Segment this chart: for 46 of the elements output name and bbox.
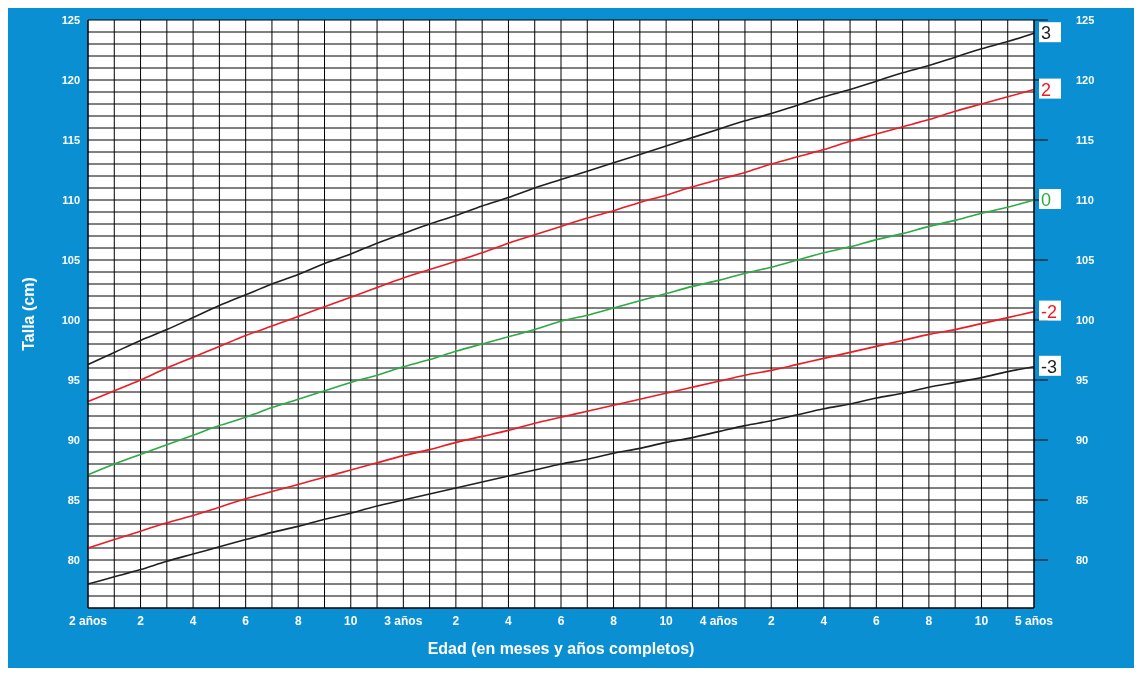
y2-tick-label: 120 bbox=[1076, 73, 1095, 86]
x-tick-label: 2 bbox=[137, 613, 145, 628]
x-tick-label: 5 años bbox=[1014, 613, 1054, 628]
y-tick-label: 105 bbox=[61, 253, 80, 266]
y2-tick-label: 90 bbox=[1076, 433, 1089, 446]
x-tick-label: 3 años bbox=[384, 613, 423, 628]
x-tick-label: 2 bbox=[452, 613, 460, 628]
y-tick-label: 80 bbox=[67, 553, 80, 566]
y2-tick-label: 105 bbox=[1076, 253, 1095, 266]
series-label: -2 bbox=[1041, 301, 1058, 322]
y-axis-title: Talla (cm) bbox=[19, 277, 37, 351]
y2-tick-label: 95 bbox=[1076, 373, 1089, 386]
y2-tick-label: 115 bbox=[1076, 133, 1094, 146]
x-tick-label: 10 bbox=[974, 613, 989, 628]
x-tick-label: 10 bbox=[344, 613, 358, 628]
y-tick-label: 120 bbox=[61, 73, 80, 86]
y2-tick-label: 80 bbox=[1076, 553, 1089, 566]
series-label: 2 bbox=[1041, 79, 1052, 100]
series-label: 0 bbox=[1041, 190, 1052, 210]
x-tick-label: 10 bbox=[659, 613, 674, 628]
x-tick-label: 4 bbox=[820, 613, 828, 628]
x-tick-label: 2 años bbox=[68, 613, 108, 628]
x-tick-label: 8 bbox=[925, 613, 933, 628]
x-tick-label: 6 bbox=[872, 613, 880, 628]
y2-tick-label: 100 bbox=[1076, 313, 1095, 326]
x-axis-title: Edad (en meses y años completos) bbox=[427, 640, 695, 657]
y-tick-label: 100 bbox=[61, 313, 80, 326]
x-tick-label: 4 bbox=[505, 613, 513, 628]
x-tick-label: 8 bbox=[610, 613, 618, 628]
x-tick-label: 4 bbox=[189, 613, 197, 628]
series-label: -3 bbox=[1041, 356, 1058, 377]
x-tick-label: 6 bbox=[242, 613, 250, 628]
x-tick-label: 6 bbox=[557, 613, 565, 628]
y-tick-label: 95 bbox=[67, 373, 80, 386]
y2-tick-label: 85 bbox=[1076, 493, 1089, 506]
y-tick-label: 90 bbox=[67, 433, 80, 446]
x-tick-label: 2 bbox=[767, 613, 775, 628]
x-tick-label: 8 bbox=[294, 613, 302, 628]
y2-tick-label: 125 bbox=[1076, 13, 1095, 26]
y2-tick-label: 110 bbox=[1076, 193, 1094, 206]
y-tick-label: 110 bbox=[62, 193, 80, 206]
x-tick-label: 4 años bbox=[699, 613, 738, 628]
y-tick-label: 125 bbox=[61, 13, 80, 26]
series-label: 3 bbox=[1041, 23, 1052, 44]
y-tick-label: 85 bbox=[67, 493, 80, 506]
y-tick-label: 115 bbox=[62, 133, 80, 146]
